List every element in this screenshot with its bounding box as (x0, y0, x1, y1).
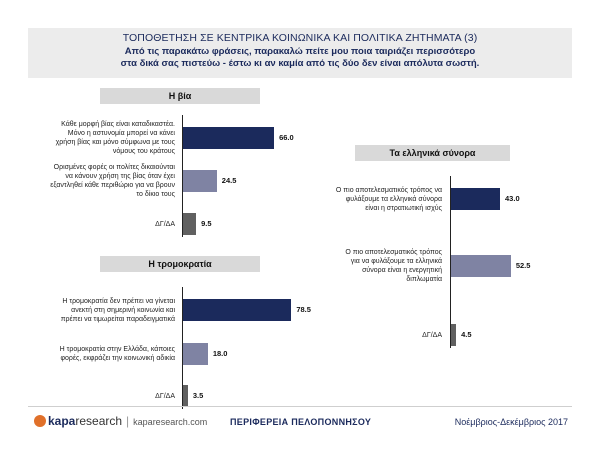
region-label: ΠΕΡΙΦΕΡΕΙΑ ΠΕΛΟΠΟΝΝΗΣΟΥ (230, 417, 372, 427)
data-label: 78.5 (296, 305, 311, 314)
bar (183, 127, 275, 149)
section-title: Τα ελληνικά σύνορα (355, 145, 510, 161)
data-label: 52.5 (515, 261, 531, 270)
logo-website: kaparesearch.com (133, 417, 208, 427)
category-label: ΔΓ/ΔΑ (155, 220, 175, 228)
data-label: 18.0 (212, 349, 228, 358)
bar (183, 385, 188, 407)
survey-date: Νοέμβριος-Δεκέμβριος 2017 (454, 417, 568, 427)
question-line-1: Από τις παρακάτω φράσεις, παρακαλώ πείτε… (124, 46, 476, 57)
question-line-2: στα δικά σας πιστεύω - έστω κι αν καμία … (120, 58, 480, 69)
bar (451, 188, 501, 210)
bar (183, 170, 217, 192)
company-logo: kaparesearch | kaparesearch.com (34, 414, 207, 428)
category-label: Ορισμένες φορές οι πολίτες δικαιούνται να… (50, 164, 175, 198)
data-label: 24.5 (221, 176, 237, 185)
footer-divider (28, 406, 572, 407)
data-label: 66.0 (279, 133, 294, 142)
section-title: Η τρομοκρατία (100, 256, 260, 272)
bar (183, 213, 197, 235)
data-label: 3.5 (192, 391, 204, 400)
logo-mark-icon (34, 415, 46, 427)
logo-kapa: kapa (48, 414, 76, 428)
category-label: Ο πιο αποτελεσματικός τρόπος για να φυλάξ… (345, 249, 442, 283)
data-label: 4.5 (461, 330, 472, 339)
category-label: Η τρομοκρατία στην Ελλάδα, κάποιες φορές,… (59, 346, 175, 362)
category-axis (450, 176, 451, 348)
logo-research: research (75, 414, 123, 428)
data-label: 43.0 (505, 194, 520, 203)
header-panel: ΤΟΠΟΘΕΤΗΣΗ ΣΕ ΚΕΝΤΡΙΚΑ ΚΟΙΝΩΝΙΚΑ ΚΑΙ ΠΟΛ… (28, 28, 572, 78)
bar (183, 299, 292, 321)
category-label: ΔΓ/ΔΑ (155, 392, 175, 400)
category-axis (182, 115, 183, 237)
category-label: ΔΓ/ΔΑ (422, 331, 442, 339)
data-label: 9.5 (201, 219, 212, 228)
section-title: Η βία (100, 88, 260, 104)
bar (451, 324, 457, 346)
category-label: Η τρομοκρατία δεν πρέπει να γίνεται ανεκτ… (60, 297, 175, 323)
category-label: Ο πιο αποτελεσματικός τρόπος να φυλάξουμε… (335, 186, 442, 212)
bar (451, 255, 511, 277)
page-title: ΤΟΠΟΘΕΤΗΣΗ ΣΕ ΚΕΝΤΡΙΚΑ ΚΟΙΝΩΝΙΚΑ ΚΑΙ ΠΟΛ… (122, 32, 478, 44)
category-label: Κάθε μορφή βίας είναι καταδικαστέα. Μόνο … (55, 121, 175, 155)
logo-separator: | (126, 414, 130, 428)
bar (183, 343, 208, 365)
category-axis (182, 287, 183, 409)
